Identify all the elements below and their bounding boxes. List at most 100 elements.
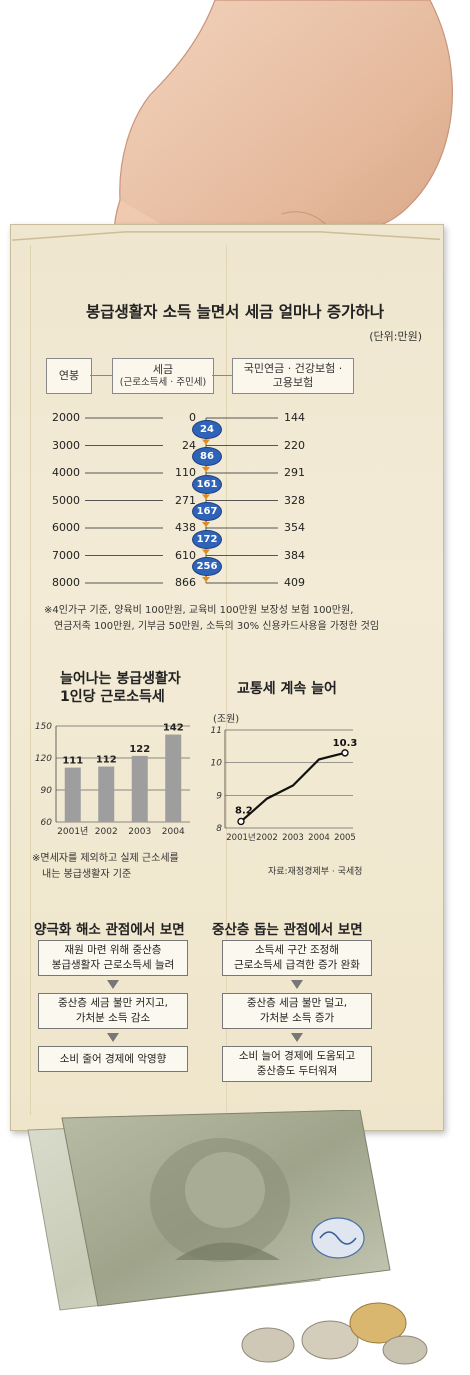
left-flow-box-3: 소비 줄어 경제에 악영향	[38, 1046, 188, 1072]
bar-y-tick: 60	[41, 818, 53, 828]
line-y-tick: 10	[211, 759, 223, 769]
left-flow-box-2-line1: 중산층 세금 불만 커지고,	[58, 997, 168, 1010]
header-salary-label: 연봉	[58, 368, 80, 382]
row-tax: 24	[182, 438, 196, 452]
increment-arrow-head	[202, 439, 210, 445]
line-first-label: 8.2	[235, 805, 253, 816]
line-y-tick: 8	[216, 824, 222, 834]
bar-value-label: 111	[62, 756, 83, 767]
row-tax: 0	[189, 411, 196, 424]
bar-x-tick: 2002	[95, 827, 118, 837]
bar-chart-note: ※면세자를 제외하고 실제 근소세를 내는 봉급생활자 기준	[32, 851, 202, 882]
left-flow-box-1-line1: 재원 마련 위해 중산층	[64, 944, 162, 957]
right-flow-box-1-line2: 근로소득세 급격한 증가 완화	[234, 959, 360, 971]
line-point-first	[237, 817, 245, 826]
line-chart-unit: (조원)	[213, 714, 240, 725]
increment-arrow-head	[202, 549, 210, 555]
bar-y-tick: 150	[35, 722, 52, 732]
bar-x-tick: 2003	[128, 827, 151, 837]
header-tax-label: 세금	[152, 362, 174, 376]
line-y-tick: 9	[216, 791, 222, 801]
line-last-label: 10.3	[333, 738, 358, 749]
line-chart-source: 자료:재정경제부 · 국세청	[268, 867, 363, 877]
header-connector-right	[212, 375, 232, 376]
right-flow-box-3: 소비 늘어 경제에 도움되고 중산층도 두터워져	[222, 1046, 372, 1082]
line-x-tick: 2001년	[226, 832, 255, 843]
line-y-tick: 11	[211, 726, 222, 736]
bar-chart-note-line2: 내는 봉급생활자 기준	[42, 868, 132, 880]
left-flow-arrow-2	[107, 1033, 119, 1042]
line-x-tick: 2005	[334, 833, 356, 843]
line-chart-title: 교통세 계속 늘어	[237, 681, 337, 697]
right-flow-arrow-1	[291, 980, 303, 989]
header-insurance-line1: 국민연금 · 건강보험 ·	[243, 361, 343, 375]
row-tax: 110	[175, 466, 196, 479]
envelope-flap-line	[12, 231, 440, 241]
row-insurance: 144	[284, 411, 305, 424]
bar-y-tick: 90	[41, 786, 53, 796]
right-flow-box-3-line2: 중산층도 두터워져	[256, 1065, 338, 1077]
increment-arrow-head	[202, 494, 210, 500]
right-flow-box-2-line1: 중산층 세금 불만 덜고,	[246, 997, 348, 1010]
bar-value-label: 112	[96, 755, 117, 766]
unit-label: (단위:만원)	[369, 330, 422, 343]
left-flow-box-3-line1: 소비 줄어 경제에 악영향	[59, 1052, 167, 1065]
right-flow-box-3-line1: 소비 늘어 경제에 도움되고	[238, 1050, 356, 1063]
row-tax: 610	[175, 548, 196, 562]
bar	[165, 734, 182, 822]
main-title: 봉급생활자 소득 늘면서 세금 얼마나 증가하나	[86, 303, 384, 321]
left-flow-box-2: 중산층 세금 불만 커지고, 가처분 소득 감소	[38, 993, 188, 1029]
bar-chart-title-line1: 늘어나는 봉급생활자	[60, 671, 181, 687]
right-flow-box-1: 소득세 구간 조정해 근로소득세 급격한 증가 완화	[222, 940, 372, 976]
row-insurance: 220	[284, 438, 305, 452]
increment-badge: 256	[192, 557, 222, 577]
bar-x-tick: 2001년	[57, 826, 88, 837]
row-tax: 866	[175, 576, 196, 589]
header-tax-sub: (근로소득세 · 주민세)	[119, 376, 207, 388]
row-insurance: 291	[284, 466, 305, 479]
right-flow-box-2: 중산층 세금 불만 덜고, 가처분 소득 증가	[222, 993, 372, 1029]
left-flow-box-1-line2: 봉급생활자 근로소득세 늘려	[51, 959, 175, 971]
header-tax: 세금 (근로소득세 · 주민세)	[112, 358, 214, 394]
row-salary: 7000	[52, 548, 80, 562]
row-salary: 6000	[52, 521, 80, 534]
line-x-tick: 2004	[308, 833, 330, 843]
row-insurance: 384	[284, 548, 305, 562]
table-note: ※4인가구 기준, 양육비 100만원, 교육비 100만원 보장성 보험 10…	[44, 603, 444, 634]
left-flow-box-1: 재원 마련 위해 중산층 봉급생활자 근로소득세 늘려	[38, 940, 188, 976]
header-salary: 연봉	[46, 358, 92, 394]
banknote-illustration	[27, 1110, 428, 1365]
increment-arrow-head	[202, 577, 210, 582]
row-salary: 5000	[52, 493, 80, 507]
bar	[131, 755, 148, 822]
bar-x-tick: 2004	[162, 827, 185, 837]
increment-badge: 161	[192, 474, 222, 494]
left-flow-title: 양극화 해소 관점에서 보면	[34, 922, 185, 938]
bar-y-tick: 120	[35, 754, 52, 764]
left-flow-box-2-line2: 가처분 소득 감소	[75, 1012, 151, 1024]
increment-badge: 167	[192, 502, 222, 522]
increment-arrow-head	[202, 467, 210, 472]
row-salary: 2000	[52, 411, 80, 424]
bar-chart: 150 120 90 60 111 2001년 112 2002 122 2003 142 2004	[35, 722, 190, 837]
bar-chart-title-line2: 1인당 근로소득세	[60, 688, 165, 705]
row-insurance: 328	[284, 493, 305, 507]
line-x-tick: 2002	[256, 833, 278, 843]
row-tax: 438	[175, 521, 196, 534]
row-salary: 3000	[52, 438, 80, 452]
bar	[64, 767, 81, 822]
line-series	[240, 751, 346, 823]
header-insurance-line2: 고용보험	[272, 376, 314, 389]
line-point-last	[341, 749, 349, 757]
row-tax: 271	[175, 493, 196, 507]
row-salary: 4000	[52, 466, 80, 479]
line-x-tick: 2003	[282, 833, 304, 843]
bar-chart-note-line1: ※면세자를 제외하고 실제 근소세를	[32, 853, 179, 864]
bar-value-label: 122	[129, 744, 150, 755]
table-note-line1: ※4인가구 기준, 양육비 100만원, 교육비 100만원 보장성 보험 10…	[44, 605, 354, 616]
line-chart: 11 10 9 8 2001년 2002 2003 2004 2005 8.2 10.3	[211, 726, 358, 843]
increment-badge: 24	[192, 419, 222, 439]
increment-badge: 172	[192, 529, 222, 549]
increment-badge: 86	[192, 447, 222, 467]
row-salary: 8000	[52, 576, 80, 589]
